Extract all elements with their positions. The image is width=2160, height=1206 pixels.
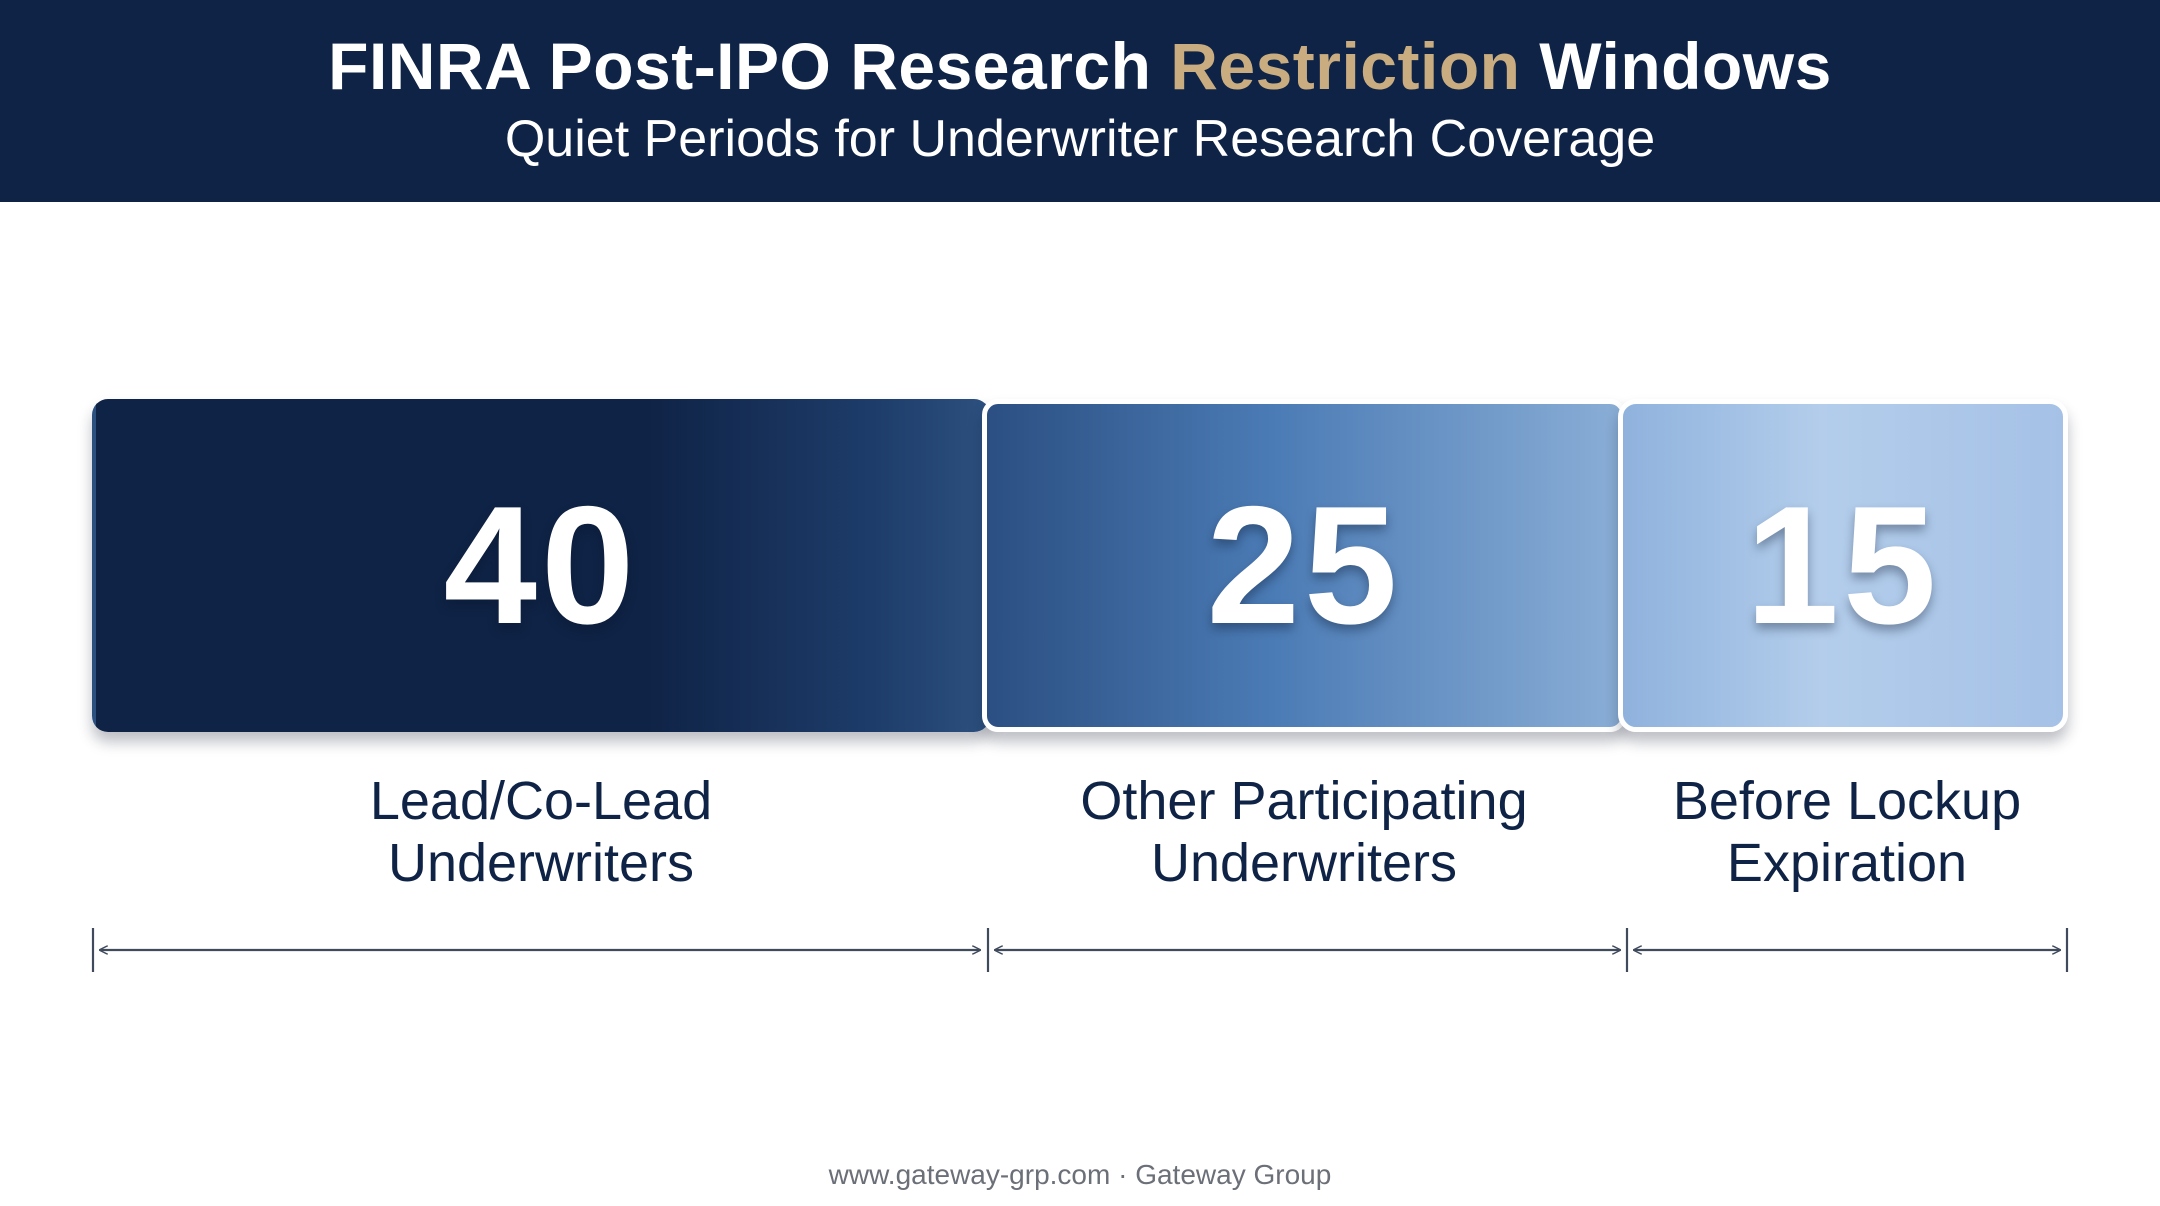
segment-label-lockup: Before Lockup Expiration [1626, 770, 2068, 894]
segment-value-other: 25 [1206, 471, 1402, 659]
segment-label-lockup-line1: Before Lockup [1672, 771, 2022, 831]
title-accent-word: Restriction [1170, 29, 1521, 103]
dimension-arrows [91, 928, 2069, 972]
header-banner: FINRA Post-IPO Research Restriction Wind… [0, 0, 2160, 202]
segment-value-lead: 40 [443, 471, 639, 659]
segment-other-participating: 25 [982, 399, 1626, 732]
segment-label-lead-line2: Underwriters [387, 833, 695, 893]
segment-label-other: Other Participating Underwriters [990, 770, 1618, 894]
page-title: FINRA Post-IPO Research Restriction Wind… [0, 26, 2160, 106]
segment-label-lead-line1: Lead/Co-Lead [369, 771, 713, 831]
footer-credit: www.gateway-grp.com · Gateway Group [828, 1159, 1332, 1190]
title-text-start: FINRA Post-IPO Research [328, 29, 1171, 103]
segment-label-other-line2: Underwriters [1150, 833, 1458, 893]
segment-label-lockup-line2: Expiration [1726, 833, 1968, 893]
segment-lead-co-lead: 40 [92, 399, 990, 732]
title-text-end: Windows [1520, 29, 1832, 103]
segment-value-lockup: 15 [1745, 471, 1941, 659]
segment-label-lead: Lead/Co-Lead Underwriters [92, 770, 990, 894]
page-subtitle: Quiet Periods for Underwriter Research C… [504, 110, 1656, 168]
segment-before-lockup: 15 [1618, 399, 2068, 732]
segment-label-other-line1: Other Participating [1080, 771, 1528, 831]
